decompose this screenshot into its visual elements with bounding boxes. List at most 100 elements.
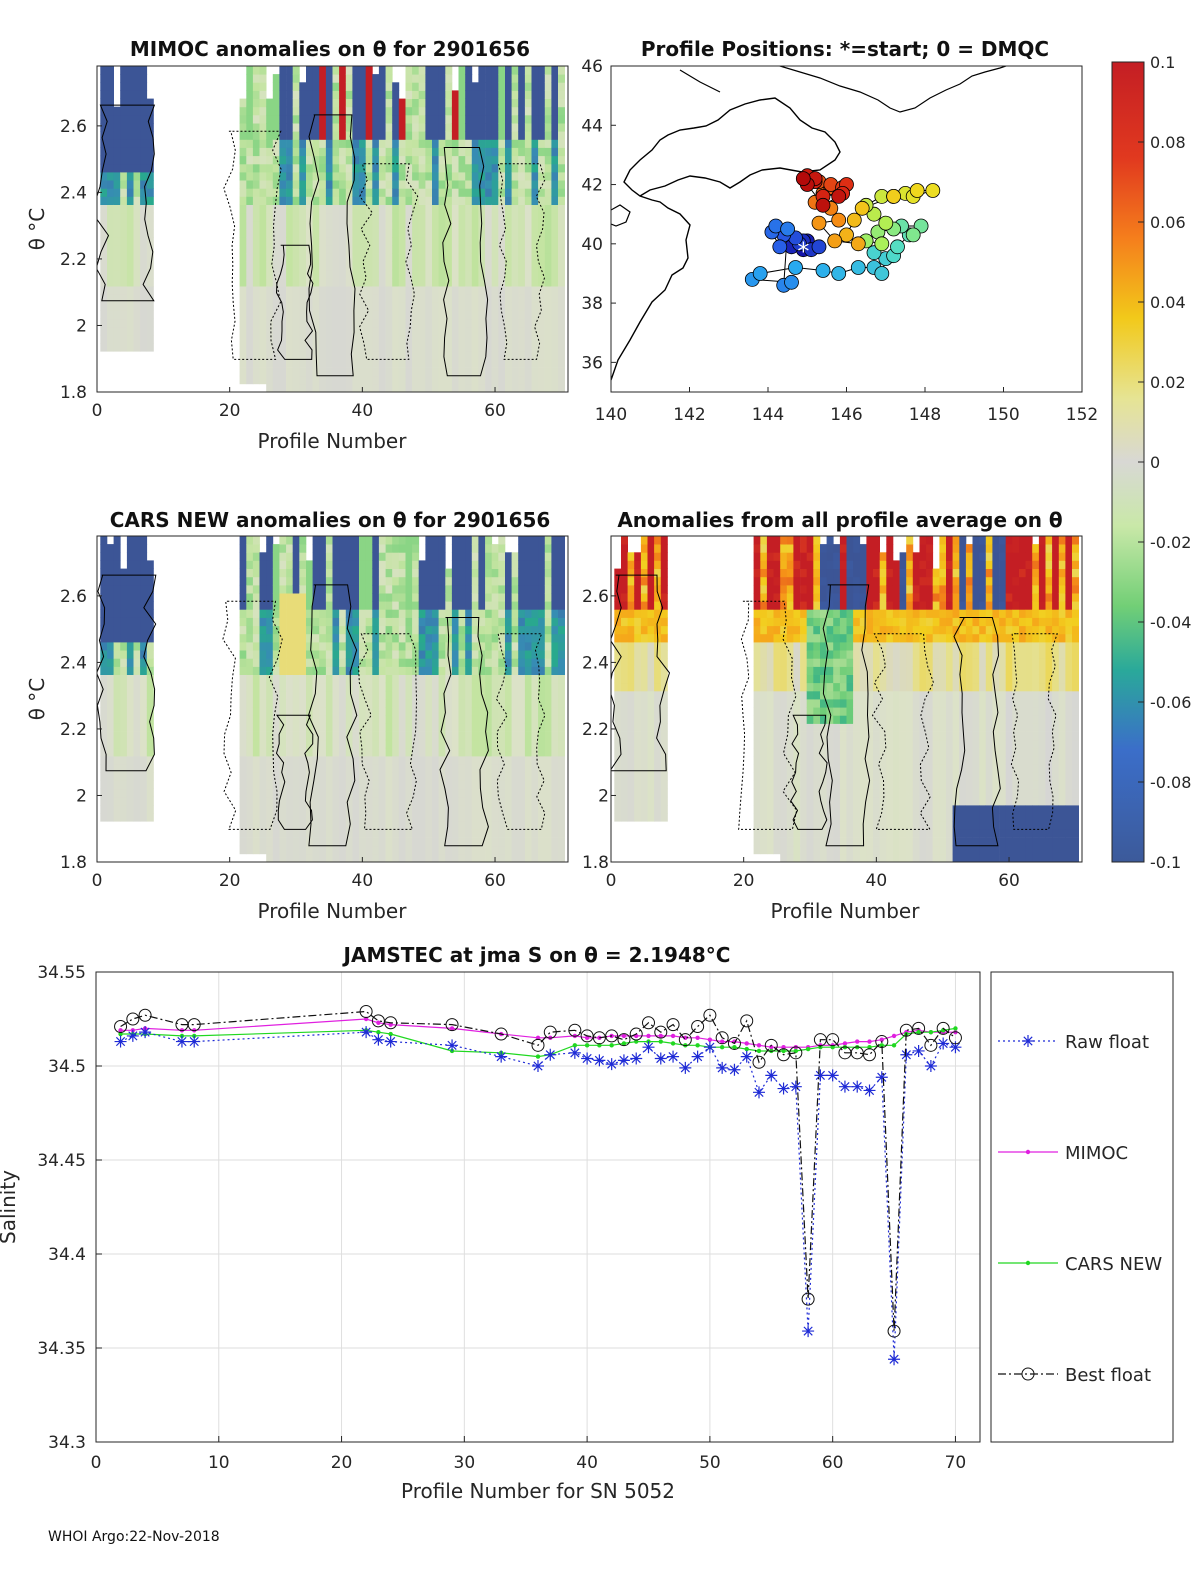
map-profile-point xyxy=(815,197,831,213)
heat-cell xyxy=(418,343,426,352)
heat-cell xyxy=(491,723,499,732)
heat-cell xyxy=(332,845,340,855)
heat-cell xyxy=(120,74,128,83)
heat-cell xyxy=(339,747,347,757)
heat-cell xyxy=(458,277,466,287)
heat-cell xyxy=(654,788,662,798)
heat-cell xyxy=(491,715,499,724)
heat-cell xyxy=(352,764,360,773)
heat-cell xyxy=(319,609,327,618)
heat-cell xyxy=(378,796,386,806)
heat-cell xyxy=(660,772,668,781)
heat-cell xyxy=(312,212,320,222)
heat-cell xyxy=(465,756,473,765)
heat-cell xyxy=(451,253,459,262)
heat-cell xyxy=(498,82,506,91)
heat-cell xyxy=(246,106,254,116)
heat-cell xyxy=(272,383,280,392)
heat-cell xyxy=(239,277,247,287)
heat-cell xyxy=(312,731,320,741)
heat-cell xyxy=(252,690,260,700)
heat-cell xyxy=(498,739,506,749)
heat-cell xyxy=(458,805,466,814)
heat-cell xyxy=(372,375,380,385)
heat-cell xyxy=(498,837,506,847)
heat-cell xyxy=(113,237,121,246)
heat-cell xyxy=(319,98,327,108)
heat-cell xyxy=(345,180,353,189)
heat-cell xyxy=(445,74,453,83)
heat-cell xyxy=(647,641,655,651)
heat-cell xyxy=(558,593,565,602)
heat-cell xyxy=(531,536,539,545)
heat-cell xyxy=(133,584,141,594)
heat-cell xyxy=(621,756,628,765)
heat-cell xyxy=(773,780,781,790)
heat-cell xyxy=(319,180,327,189)
heat-cell xyxy=(378,699,386,708)
heat-cell xyxy=(365,641,373,651)
heat-cell xyxy=(279,739,287,749)
heat-cell xyxy=(266,707,274,716)
heat-cell xyxy=(491,90,499,99)
heat-cell xyxy=(505,229,512,238)
heat-cell xyxy=(418,699,426,708)
heat-cell xyxy=(614,617,622,627)
heat-cell xyxy=(505,245,512,254)
heat-cell xyxy=(266,147,274,157)
heat-cell xyxy=(107,147,114,157)
heat-cell xyxy=(272,171,280,181)
heat-cell xyxy=(312,277,320,287)
heat-cell xyxy=(773,723,781,732)
heat-cell xyxy=(286,286,294,295)
heat-cell xyxy=(239,237,247,246)
heat-cell xyxy=(252,715,260,724)
heat-cell xyxy=(365,310,373,320)
heat-cell xyxy=(239,245,247,254)
heat-cell xyxy=(551,788,559,798)
heat-cell xyxy=(299,123,307,132)
heat-cell xyxy=(306,139,313,148)
heat-cell xyxy=(544,544,552,553)
heat-cell xyxy=(306,367,313,377)
heat-cell xyxy=(332,780,340,790)
heat-cell xyxy=(113,641,121,651)
heat-cell xyxy=(133,155,141,165)
heat-cell xyxy=(325,707,333,716)
heat-cell xyxy=(252,609,260,618)
heat-cell xyxy=(272,90,280,99)
heat-cell xyxy=(239,106,247,116)
heat-cell xyxy=(372,780,380,790)
heat-cell xyxy=(438,261,446,271)
heat-cell xyxy=(239,367,247,377)
heat-cell xyxy=(246,593,254,602)
heat-cell xyxy=(518,98,526,108)
heat-cell xyxy=(432,229,439,238)
heat-cell xyxy=(272,359,280,368)
heat-cell xyxy=(365,286,373,295)
heat-cell xyxy=(438,796,446,806)
heat-cell xyxy=(372,666,380,675)
heat-cell xyxy=(292,269,300,279)
heat-cell xyxy=(524,171,532,181)
heat-cell xyxy=(405,845,413,855)
heat-cell xyxy=(445,171,453,181)
heat-cell xyxy=(140,593,148,602)
heat-cell xyxy=(325,821,333,830)
heat-cell xyxy=(621,690,628,700)
heat-cell xyxy=(491,584,499,594)
heat-cell xyxy=(753,625,761,635)
heat-cell xyxy=(120,212,128,222)
heat-cell xyxy=(378,552,386,561)
heat-cell xyxy=(654,796,662,806)
heat-cell xyxy=(425,212,433,222)
heat-cell xyxy=(239,641,247,651)
heat-cell xyxy=(345,367,353,377)
heat-cell xyxy=(140,180,148,189)
heat-cell xyxy=(558,294,565,303)
heat-cell xyxy=(272,180,280,189)
heat-cell xyxy=(385,536,393,545)
heat-cell xyxy=(146,674,154,684)
heat-cell xyxy=(266,796,274,806)
